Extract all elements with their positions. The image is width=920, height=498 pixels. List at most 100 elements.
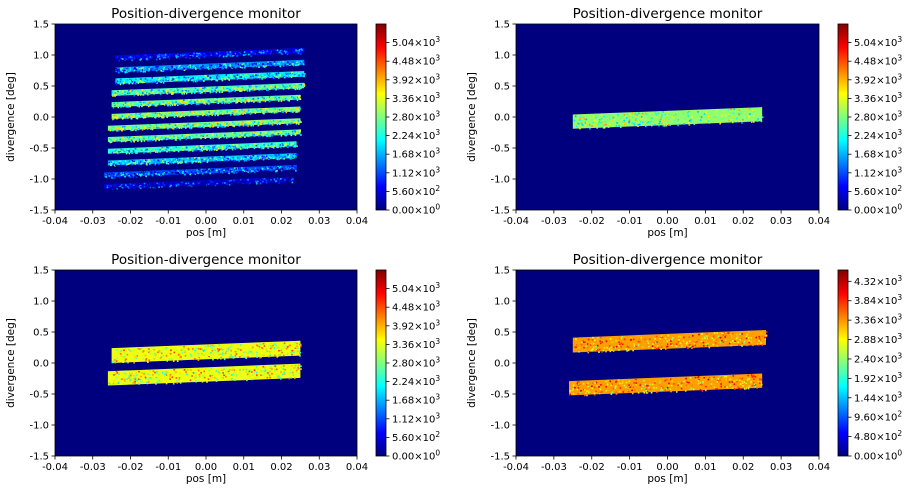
band-speckle xyxy=(286,86,288,88)
y-tick-label: -1.0 xyxy=(29,175,49,186)
band-speckle xyxy=(258,125,260,127)
band-speckle xyxy=(181,359,183,361)
x-tick-label: 0.00 xyxy=(195,462,217,473)
colorbar-tick-label: 5.04×103 xyxy=(392,281,440,295)
band-speckle xyxy=(209,370,211,372)
band-speckle xyxy=(216,89,218,91)
band-speckle xyxy=(654,338,656,340)
band-speckle xyxy=(226,351,228,353)
band-speckle xyxy=(256,366,258,368)
band-speckle xyxy=(159,151,161,153)
band-speckle xyxy=(114,361,116,363)
band-speckle xyxy=(250,157,252,159)
band-speckle xyxy=(250,145,252,147)
band-speckle xyxy=(178,182,180,184)
band-speckle xyxy=(133,150,135,152)
band-speckle xyxy=(624,120,626,122)
band-speckle xyxy=(259,346,261,348)
band-speckle xyxy=(211,90,213,92)
band-speckle xyxy=(237,157,239,159)
band-speckle xyxy=(137,373,139,375)
band-speckle xyxy=(134,70,136,72)
band-speckle xyxy=(267,135,269,137)
band-speckle xyxy=(130,350,132,352)
band-speckle xyxy=(277,124,279,126)
band-speckle xyxy=(120,56,122,58)
band-speckle xyxy=(148,348,150,350)
band-speckle xyxy=(167,186,169,188)
band-speckle xyxy=(111,163,113,165)
band-speckle xyxy=(153,174,155,176)
band-speckle xyxy=(244,67,246,69)
band-speckle xyxy=(122,56,124,58)
band-speckle xyxy=(291,49,293,51)
band-speckle xyxy=(160,81,162,83)
band-speckle xyxy=(192,102,194,104)
band-speckle xyxy=(179,58,181,60)
band-speckle xyxy=(211,370,213,372)
band-speckle xyxy=(237,110,239,112)
band-speckle xyxy=(184,112,186,114)
band-speckle xyxy=(697,111,699,113)
band-speckle xyxy=(282,369,284,371)
band-speckle xyxy=(128,116,130,118)
band-speckle xyxy=(215,370,217,372)
band-speckle xyxy=(264,99,266,101)
band-speckle xyxy=(209,64,211,66)
band-speckle xyxy=(127,106,129,108)
band-speckle xyxy=(199,69,201,71)
band-speckle xyxy=(212,78,214,80)
band-speckle xyxy=(296,62,298,64)
band-speckle xyxy=(277,63,279,65)
band-speckle xyxy=(122,126,124,128)
band-speckle xyxy=(269,62,271,64)
band-speckle xyxy=(130,67,132,69)
band-speckle xyxy=(280,371,282,373)
band-speckle xyxy=(296,122,298,124)
band-speckle xyxy=(248,123,250,125)
band-speckle xyxy=(266,89,268,91)
band-speckle xyxy=(232,67,234,69)
band-speckle xyxy=(113,152,115,154)
band-speckle xyxy=(206,111,208,113)
band-speckle xyxy=(212,359,214,361)
band-speckle xyxy=(108,175,110,177)
colorbar-tick-mantissa: 1.68 xyxy=(392,396,414,407)
band-speckle xyxy=(236,100,238,102)
band-speckle xyxy=(609,118,611,120)
colorbar-tick-times: ×10 xyxy=(876,187,897,198)
band-speckle xyxy=(256,65,258,67)
band-speckle xyxy=(246,125,248,127)
band-speckle xyxy=(273,123,275,125)
band-speckle xyxy=(124,176,126,178)
band-speckle xyxy=(125,102,127,104)
band-speckle xyxy=(618,125,620,127)
colorbar-tick-times: ×10 xyxy=(876,38,897,49)
band-speckle xyxy=(150,140,152,142)
band-speckle xyxy=(130,69,132,71)
band-speckle xyxy=(171,136,173,138)
band-speckle xyxy=(167,77,169,79)
band-speckle xyxy=(287,354,289,356)
band-speckle xyxy=(266,156,268,158)
band-speckle xyxy=(243,54,245,56)
band-speckle xyxy=(263,145,265,147)
band-speckle xyxy=(269,157,271,159)
band-speckle xyxy=(127,163,129,165)
band-speckle xyxy=(247,125,249,127)
band-speckle xyxy=(200,112,202,114)
band-speckle xyxy=(229,121,231,123)
band-speckle xyxy=(116,105,118,107)
band-speckle xyxy=(140,59,142,61)
band-speckle xyxy=(221,91,223,93)
band-speckle xyxy=(148,151,150,153)
colorbar-tick-mantissa: 2.80 xyxy=(392,359,414,370)
band-speckle xyxy=(185,90,187,92)
band-speckle xyxy=(153,56,155,58)
band-speckle xyxy=(237,87,239,89)
band-speckle xyxy=(652,112,654,114)
band-speckle xyxy=(124,59,126,61)
band-speckle xyxy=(669,124,671,126)
band-speckle xyxy=(733,113,735,115)
band-speckle xyxy=(266,166,268,168)
